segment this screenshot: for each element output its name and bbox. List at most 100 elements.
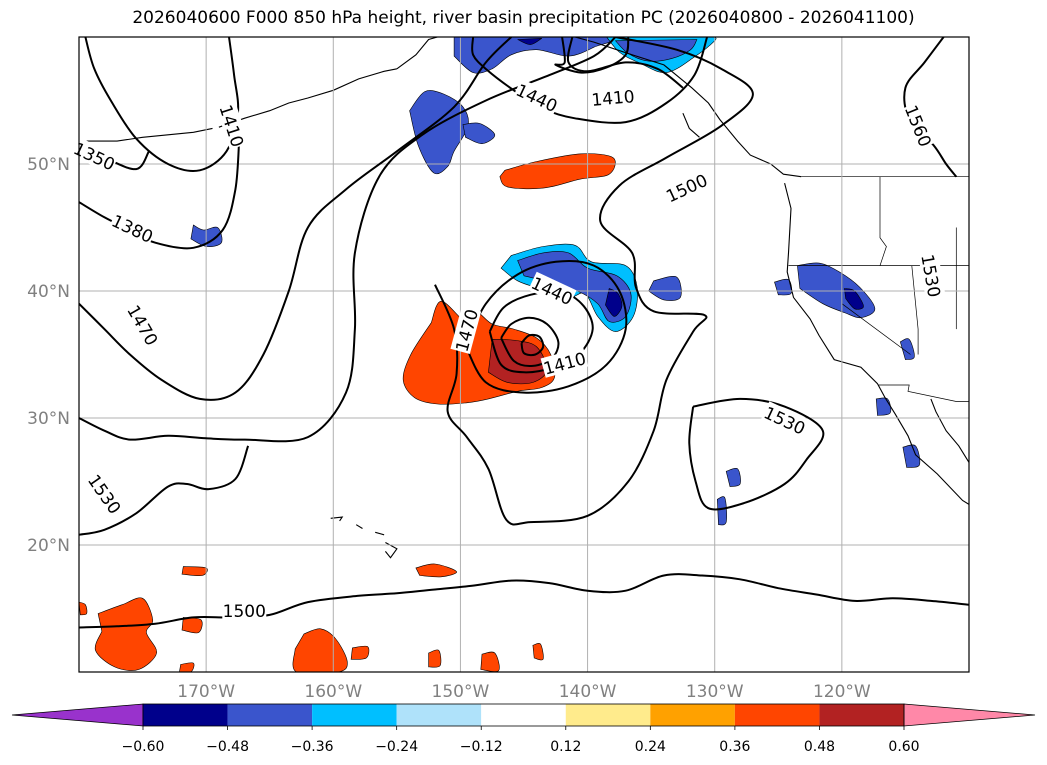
contour-label-bg xyxy=(123,300,164,349)
precip-pc-area xyxy=(499,153,616,190)
precip-pc-area xyxy=(79,601,88,616)
border xyxy=(911,265,919,355)
precip-pc-area xyxy=(181,566,208,577)
coastline xyxy=(396,37,438,70)
colorbar-tick-label: 0.60 xyxy=(888,739,919,755)
lat-tick-label: 50°N xyxy=(27,155,70,175)
precip-pc-area xyxy=(797,262,876,319)
height-contour xyxy=(520,333,545,357)
axis-tick-labels: 50°N 40°N 30°N 20°N 170°W 160°W 150°W 140°W 130°… xyxy=(27,155,871,702)
contour-label-bg xyxy=(540,347,589,378)
colorbar-segment xyxy=(650,704,735,726)
colorbar-tick-label: 0.24 xyxy=(635,739,666,755)
precip-pc-area xyxy=(532,642,544,661)
precip-pc-area xyxy=(716,496,727,526)
height-contour xyxy=(79,445,250,536)
contour-label: 1410 xyxy=(214,103,246,150)
coastline xyxy=(355,524,363,529)
lon-tick-label: 150°W xyxy=(432,682,490,702)
lat-tick-label: 20°N xyxy=(27,536,70,556)
precip-pc-area xyxy=(179,662,195,672)
contour-label-bg xyxy=(84,469,127,518)
coastline xyxy=(79,127,213,142)
precip-pc-area xyxy=(94,597,157,671)
colorbar-segment xyxy=(565,704,651,726)
coastline xyxy=(682,112,700,138)
border xyxy=(878,384,969,402)
height-contour xyxy=(79,573,969,629)
border xyxy=(879,176,887,266)
contour-label-bg xyxy=(918,252,946,299)
colorbar-segment xyxy=(396,704,482,726)
coastline xyxy=(384,542,398,559)
colorbar-tick-label: 0.48 xyxy=(804,739,835,755)
precip-pc-area xyxy=(428,649,442,668)
height-contour xyxy=(84,37,240,172)
colorbar-extend-high xyxy=(903,703,1036,727)
colorbar-tick-label: −0.36 xyxy=(291,739,334,755)
precip-pc-area xyxy=(517,38,542,45)
colorbar-segment xyxy=(312,704,397,726)
colorbar-tick-label: 0.36 xyxy=(719,739,750,755)
contour-label-bg xyxy=(760,401,810,438)
precip-pc-area xyxy=(181,617,203,634)
precip-pc-area xyxy=(648,276,682,301)
contour-label: 1410 xyxy=(591,87,636,111)
colorbar: −0.60 −0.48 −0.36 −0.24 −0.12 0.12 0.24 0.36 0.4… xyxy=(11,703,1036,755)
lat-tick-label: 40°N xyxy=(27,282,70,302)
contour-label-bg xyxy=(450,306,482,354)
contour-label: 1530 xyxy=(916,253,943,299)
height-contour xyxy=(464,260,628,394)
colorbar-frame xyxy=(142,703,905,727)
precip-pc-area xyxy=(415,563,457,578)
lon-tick-label: 130°W xyxy=(686,682,744,702)
colorbar-tick-label: −0.48 xyxy=(206,739,249,755)
precip-pc-area xyxy=(875,397,892,416)
colorbar-segment xyxy=(481,704,566,726)
height-contour xyxy=(434,37,754,526)
contour-label-bg xyxy=(590,85,636,109)
coastline xyxy=(375,531,385,536)
coastline xyxy=(930,398,969,463)
precipitation-layer xyxy=(79,37,921,672)
precip-pc-area xyxy=(902,444,921,468)
map-frame xyxy=(78,36,970,673)
height-contour xyxy=(79,138,241,250)
height-contour xyxy=(488,290,594,374)
precip-pc-area xyxy=(844,288,864,310)
colorbar-segment xyxy=(819,704,904,726)
precip-pc-area xyxy=(462,122,496,145)
lat-tick-label: 30°N xyxy=(27,409,70,429)
height-contour xyxy=(79,37,512,401)
height-contour xyxy=(688,397,825,511)
colorbar-tick-label: 0.12 xyxy=(550,739,581,755)
coastline xyxy=(218,68,398,128)
colorbar-segment xyxy=(143,704,228,726)
height-contour xyxy=(471,37,709,124)
colorbar-tick-label: −0.24 xyxy=(375,739,418,755)
contour-label-bg xyxy=(901,101,937,150)
height-contour xyxy=(500,316,560,368)
contour-label-bg xyxy=(528,271,577,309)
coastline xyxy=(330,516,344,522)
coastline xyxy=(784,182,969,505)
colorbar-tick-label: −0.60 xyxy=(122,739,165,755)
colorbar-tick-label: −0.12 xyxy=(460,739,503,755)
contour-label-bg xyxy=(222,600,267,621)
contour-label-bg xyxy=(70,137,119,174)
lon-tick-label: 120°W xyxy=(813,682,871,702)
height-contours xyxy=(79,37,969,629)
contour-label-bg xyxy=(108,209,157,247)
contour-label-bg xyxy=(512,78,562,116)
colorbar-extend-low xyxy=(11,703,144,727)
precip-pc-area xyxy=(453,37,616,74)
lon-tick-label: 160°W xyxy=(304,682,362,702)
gridlines xyxy=(79,37,969,672)
precip-pc-area xyxy=(409,90,469,175)
contour-label-bg xyxy=(216,101,249,150)
contour-label-bg xyxy=(662,168,711,206)
contour-label: 1500 xyxy=(223,602,266,622)
precip-pc-area xyxy=(292,628,348,672)
precip-pc-area xyxy=(725,467,741,487)
